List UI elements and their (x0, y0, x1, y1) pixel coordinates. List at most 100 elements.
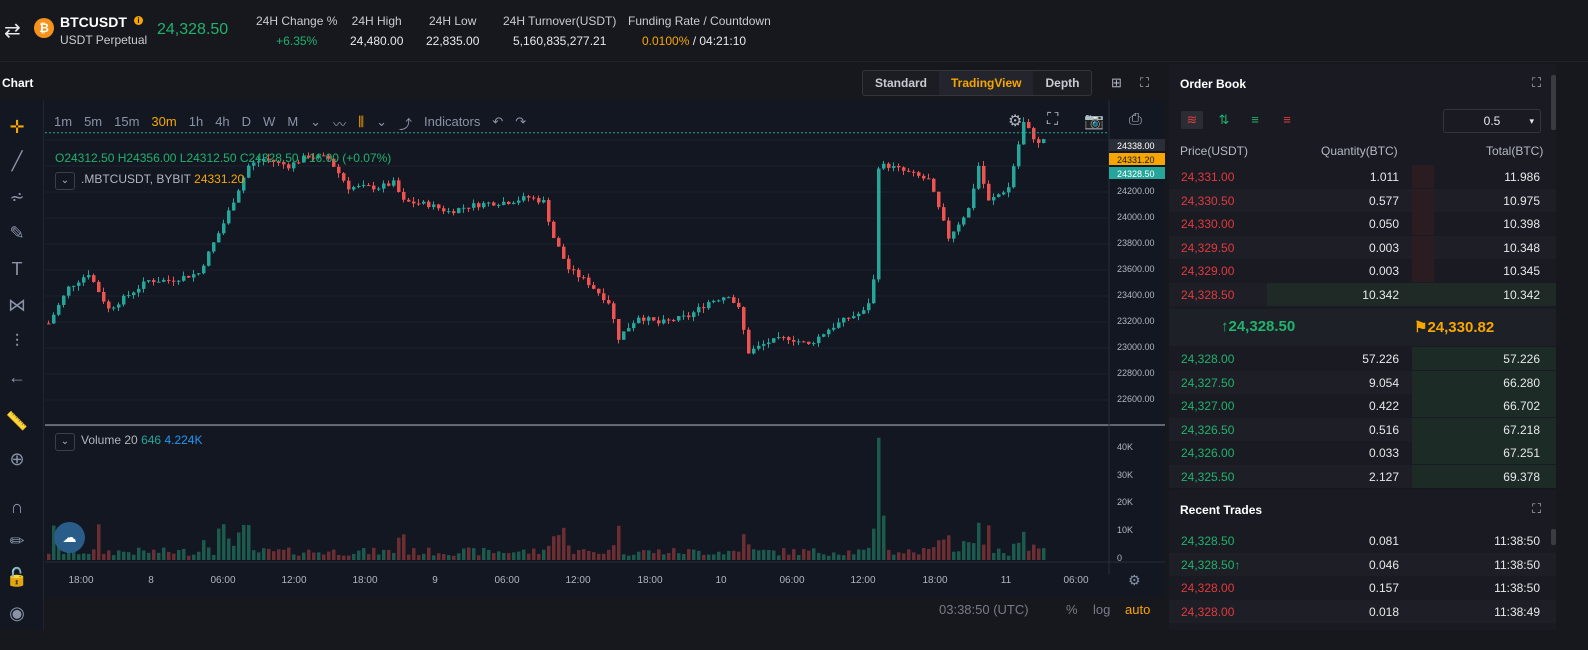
chevron-down-icon[interactable]: ⌄ (310, 114, 322, 129)
scale-auto[interactable]: auto (1125, 602, 1151, 617)
ask-row[interactable]: 24,331.00 1.011 11.986 (1169, 165, 1556, 188)
volume-bar (357, 550, 361, 560)
ask-row[interactable]: 24,329.00 0.003 10.345 (1169, 259, 1556, 283)
candlestick-chart[interactable]: 24338.00 24331.20 24328.50 24200.00 24000.00… (45, 100, 1165, 600)
ask-quantity: 0.577 (1368, 193, 1399, 208)
sort-icon[interactable]: ⇅ (1218, 112, 1230, 127)
view-standard[interactable]: Standard (875, 76, 928, 90)
interval-w[interactable]: W (263, 114, 276, 129)
candle-body (102, 291, 106, 302)
candle-body (572, 269, 576, 271)
text-icon[interactable]: T (11, 259, 23, 279)
candle-body (672, 319, 676, 321)
volume-bar (267, 548, 271, 560)
candle-body (512, 202, 516, 205)
time-axis-label: 11 (1001, 575, 1012, 586)
line-chart-icon[interactable]: 〰 (333, 117, 347, 132)
view-depth[interactable]: Depth (1045, 76, 1080, 90)
candle-body (917, 172, 921, 176)
bid-row[interactable]: 24,327.00 0.422 66.702 (1169, 394, 1556, 418)
precision-select[interactable]: 0.5 ▾ (1443, 109, 1541, 133)
collapse-icon[interactable]: ⌄ (55, 433, 75, 451)
collapse-icon[interactable]: ⌄ (55, 172, 75, 190)
interval-5m[interactable]: 5m (84, 114, 103, 129)
fib-icon[interactable]: ⩫ (9, 187, 25, 207)
bid-row[interactable]: 24,327.50 9.054 66.280 (1169, 370, 1556, 394)
lock-drawing-icon[interactable]: ✏ (9, 531, 25, 551)
prediction-icon[interactable]: ⫶ (14, 331, 20, 351)
candle-body (232, 202, 236, 211)
symbol-name[interactable]: BTCUSDT (60, 14, 127, 30)
eye-icon[interactable]: ◉ (9, 603, 25, 623)
swap-icon[interactable]: ⇄ (4, 20, 21, 42)
settings-icon[interactable]: ⚙ (1008, 113, 1023, 130)
both-sides-icon[interactable]: ≋ (1181, 111, 1203, 129)
bid-row[interactable]: 24,325.50 2.127 69.378 (1169, 465, 1556, 488)
candle-body (282, 162, 286, 165)
volume-bar (1007, 555, 1011, 560)
indicators-button[interactable]: Indicators (424, 114, 481, 129)
expand-icon[interactable]: ⛶ (1532, 501, 1542, 516)
info-icon[interactable]: i (134, 16, 143, 25)
interval-30m[interactable]: 30m (151, 114, 177, 129)
ticker-header: ⇄ ₿ BTCUSDT i USDT Perpetual 24,328.50 2… (0, 0, 1588, 62)
interval-1h[interactable]: 1h (188, 114, 204, 129)
layout-icon[interactable]: ⊞ (1111, 75, 1122, 90)
ask-row[interactable]: 24,328.50 10.342 10.342 (1169, 283, 1556, 306)
bid-row[interactable]: 24,328.00 57.226 57.226 (1169, 347, 1556, 370)
bid-row[interactable]: 24,326.50 0.516 67.218 (1169, 417, 1556, 441)
tradingview-logo[interactable]: ☁ (54, 522, 85, 553)
candle-body (382, 183, 386, 189)
bids-only-icon[interactable]: ≡ (1251, 112, 1259, 127)
zoom-in-icon[interactable]: ⊕ (9, 449, 25, 469)
scrollbar[interactable] (1551, 75, 1556, 130)
back-arrow-icon[interactable]: ← (8, 367, 26, 387)
brush-icon[interactable]: ✎ (9, 223, 25, 243)
undo-icon[interactable]: ↶ (492, 114, 504, 129)
trade-quantity: 0.046 (1368, 557, 1399, 572)
candle-body (732, 297, 736, 303)
interval-4h[interactable]: 4h (215, 114, 230, 129)
camera-icon[interactable]: 📷 (1084, 113, 1104, 130)
volume-bar (312, 552, 316, 560)
stat-24h-high: 24H High 24,480.00 (350, 14, 404, 48)
redo-icon[interactable]: ↷ (515, 114, 527, 129)
volume-bar (702, 554, 706, 560)
volume-bar (772, 550, 776, 560)
volume-bar (237, 532, 241, 560)
ruler-icon[interactable]: 📏 (5, 411, 29, 431)
trendline-icon[interactable]: ╱ (11, 151, 23, 171)
expand-icon[interactable]: ⛶ (1532, 75, 1542, 90)
ask-row[interactable]: 24,329.50 0.003 10.348 (1169, 235, 1556, 259)
volume-bar (982, 544, 986, 560)
interval-1m[interactable]: 1m (54, 114, 73, 129)
fullscreen-icon[interactable]: ⛶ (1047, 111, 1059, 128)
indicators-icon[interactable]: ⤴ (398, 117, 412, 132)
volume-bar (177, 550, 181, 560)
chart-settings-icon[interactable]: ⎙ (1129, 111, 1142, 128)
interval-d[interactable]: D (241, 114, 252, 129)
ask-row[interactable]: 24,330.50 0.577 10.975 (1169, 188, 1556, 212)
magnet-icon[interactable]: ∩ (10, 497, 24, 517)
candles-icon[interactable]: ⫼ (358, 114, 365, 129)
volume-axis-label: 0 (1117, 553, 1122, 563)
scale-log[interactable]: log (1093, 602, 1111, 617)
interval-m[interactable]: M (287, 114, 299, 129)
ask-row[interactable]: 24,330.00 0.050 10.398 (1169, 212, 1556, 236)
bid-row[interactable]: 24,326.00 0.033 67.251 (1169, 441, 1556, 465)
volume-bar (972, 543, 976, 560)
pattern-icon[interactable]: ⋈ (8, 295, 26, 315)
bid-total: 57.226 (1503, 352, 1540, 366)
interval-15m[interactable]: 15m (114, 114, 140, 129)
crosshair-icon[interactable]: ✛ (9, 117, 25, 137)
scrollbar[interactable] (1551, 529, 1556, 545)
scale-percent[interactable]: % (1066, 602, 1078, 617)
lock-icon[interactable]: 🔓 (5, 567, 29, 587)
candle-body (822, 334, 826, 337)
asks-only-icon[interactable]: ≡ (1283, 112, 1291, 127)
trade-time: 11:38:50 (1494, 581, 1540, 596)
view-tradingview[interactable]: TradingView (939, 71, 1034, 95)
tradingview-chart[interactable]: 24338.00 24331.20 24328.50 24200.00 24000.00… (45, 100, 1165, 600)
expand-icon[interactable]: ⛶ (1140, 75, 1150, 90)
chevron-down-icon[interactable]: ⌄ (376, 114, 387, 129)
